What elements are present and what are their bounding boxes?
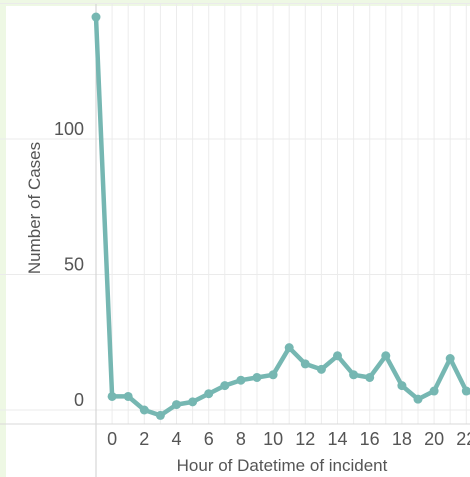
y-axis-title: Number of Cases bbox=[25, 142, 44, 274]
data-point bbox=[445, 354, 455, 364]
data-point bbox=[429, 386, 439, 396]
x-tick-label: 20 bbox=[424, 429, 444, 449]
data-point bbox=[188, 397, 198, 407]
axis-layer bbox=[0, 4, 470, 477]
data-point bbox=[252, 372, 262, 382]
data-point bbox=[365, 372, 375, 382]
data-point bbox=[91, 12, 101, 22]
series-layer bbox=[91, 12, 470, 420]
data-point bbox=[155, 410, 165, 420]
x-tick-label: 14 bbox=[327, 429, 347, 449]
data-point bbox=[461, 386, 470, 396]
y-tick-label: 50 bbox=[64, 255, 84, 275]
data-point bbox=[107, 391, 117, 401]
data-point bbox=[236, 375, 246, 385]
data-point bbox=[316, 364, 326, 374]
data-point bbox=[284, 343, 294, 353]
data-point bbox=[268, 370, 278, 380]
y-tick-label: 0 bbox=[74, 390, 84, 410]
x-tick-label: 0 bbox=[107, 429, 117, 449]
x-tick-label: 6 bbox=[204, 429, 214, 449]
data-point bbox=[300, 359, 310, 369]
x-tick-label: 2 bbox=[139, 429, 149, 449]
data-point bbox=[204, 389, 214, 399]
data-point bbox=[123, 391, 133, 401]
left-panel-strip bbox=[0, 0, 6, 477]
x-tick-label: 10 bbox=[263, 429, 283, 449]
x-tick-label: 4 bbox=[171, 429, 181, 449]
data-point bbox=[397, 381, 407, 391]
x-tick-label: 8 bbox=[236, 429, 246, 449]
data-point bbox=[220, 381, 230, 391]
y-tick-label: 100 bbox=[54, 119, 84, 139]
data-point bbox=[333, 351, 342, 361]
data-point bbox=[172, 400, 181, 410]
x-axis-title: Hour of Datetime of incident bbox=[177, 456, 388, 475]
x-tick-label: 18 bbox=[392, 429, 412, 449]
y-tick-label: 150 bbox=[54, 0, 84, 4]
x-tick-label: 22 bbox=[456, 429, 470, 449]
x-tick-label: 12 bbox=[295, 429, 315, 449]
series-line bbox=[93, 14, 470, 418]
grid-layer bbox=[0, 3, 470, 424]
x-tick-label: 16 bbox=[360, 429, 380, 449]
data-point bbox=[413, 394, 423, 404]
data-point bbox=[349, 370, 359, 380]
label-layer: 0 50 100 150 0 2 4 6 8 10 12 14 16 18 20 22 bbox=[54, 0, 470, 449]
data-point bbox=[381, 351, 391, 361]
data-point bbox=[139, 405, 149, 415]
